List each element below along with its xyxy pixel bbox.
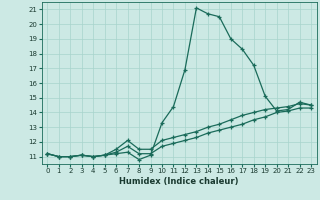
X-axis label: Humidex (Indice chaleur): Humidex (Indice chaleur) [119,177,239,186]
